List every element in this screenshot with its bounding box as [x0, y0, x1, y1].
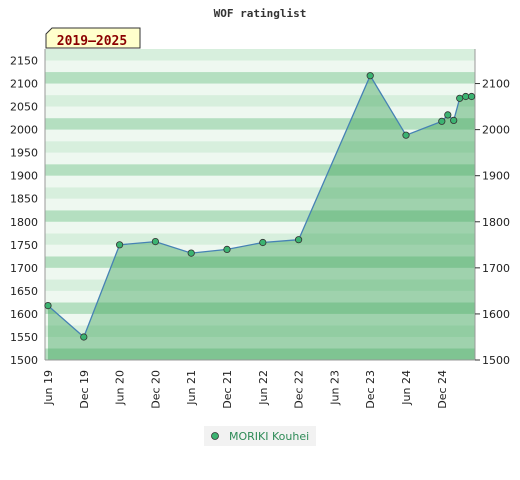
y-tick-label-left: 2000 — [10, 124, 38, 137]
y-tick-label-left: 1500 — [10, 354, 38, 367]
grid-band — [45, 348, 475, 360]
y-tick-label-right: 1700 — [482, 262, 510, 275]
grid-band — [45, 118, 475, 130]
x-tick-label: Jun 20 — [114, 370, 127, 406]
x-tick-label: Dec 21 — [221, 370, 234, 409]
y-tick-label-left: 2100 — [10, 78, 38, 91]
grid-band — [45, 244, 475, 257]
data-point — [187, 249, 195, 257]
y-tick-label-right: 2100 — [482, 78, 510, 91]
data-point — [80, 333, 88, 341]
x-tick-label: Jun 23 — [328, 370, 341, 406]
grid-band — [45, 210, 475, 222]
grid-band — [45, 290, 475, 303]
grid-band — [45, 256, 475, 268]
y-tick-label-left: 2050 — [10, 101, 38, 114]
y-tick-label-left: 1800 — [10, 216, 38, 229]
y-axis-right: 1500 1600 1700 1800 1900 2000 2100 — [475, 78, 510, 367]
y-tick-label-left: 1600 — [10, 308, 38, 321]
grid-band — [45, 60, 475, 73]
y-tick-label-right: 1600 — [482, 308, 510, 321]
data-point — [44, 301, 52, 310]
x-tick-label: Jun 21 — [185, 370, 198, 406]
data-point — [402, 131, 410, 139]
y-tick-label-left: 2150 — [10, 55, 38, 68]
period-badge: 2019–2025 — [45, 27, 141, 49]
x-tick-label: Dec 23 — [364, 370, 377, 409]
period-badge-label: 2019–2025 — [57, 34, 127, 49]
grid-band — [45, 187, 475, 199]
x-tick-label: Jun 19 — [42, 370, 55, 406]
data-point — [438, 117, 446, 125]
y-tick-label-left: 1700 — [10, 262, 38, 275]
y-tick-label-left: 1950 — [10, 147, 38, 160]
grid-band — [45, 267, 475, 280]
y-tick-label-right: 1900 — [482, 170, 510, 183]
data-point — [294, 236, 303, 244]
data-point — [450, 116, 458, 125]
y-axis-left: 1500 1550 1600 1650 1700 1750 1800 1850 1900 1950… — [10, 55, 38, 367]
grid-band — [45, 279, 475, 291]
grid-band — [45, 233, 475, 245]
data-point — [116, 241, 124, 249]
grid-band — [45, 83, 475, 96]
axes — [44, 49, 476, 361]
data-point — [151, 238, 159, 246]
data-markers — [44, 72, 476, 341]
y-tick-label-left: 1650 — [10, 285, 38, 298]
grid-band — [45, 336, 475, 349]
grid-band — [45, 325, 475, 337]
legend-box — [204, 426, 316, 446]
grid-band — [45, 95, 475, 107]
data-point — [259, 238, 267, 247]
y-tick-label-right: 2000 — [482, 124, 510, 137]
x-tick-label: Dec 22 — [293, 370, 306, 409]
y-tick-label-left: 1750 — [10, 239, 38, 252]
x-tick-label: Jun 22 — [257, 370, 270, 406]
grid-band — [45, 313, 475, 326]
legend-marker — [211, 432, 219, 440]
data-point — [467, 92, 476, 101]
y-tick-label-right: 1500 — [482, 354, 510, 367]
y-tick-label-left: 1900 — [10, 170, 38, 183]
x-tick-label: Jun 24 — [400, 370, 413, 406]
y-tick-label-left: 1850 — [10, 193, 38, 206]
grid-band — [45, 221, 475, 234]
grid-band — [45, 164, 475, 176]
chart-title: WOF ratinglist — [214, 7, 307, 20]
legend: MORIKI Kouhei — [204, 426, 316, 446]
grid-band — [45, 106, 475, 119]
x-tick-label: Dec 24 — [436, 370, 449, 409]
grid-band — [45, 175, 475, 188]
grid-band — [45, 152, 475, 165]
plot-background — [45, 49, 475, 360]
x-axis: Jun 19 Dec 19 Jun 20 Dec 20 Jun 21 Dec 21 Jun … — [42, 370, 449, 409]
grid-band — [45, 302, 475, 314]
y-tick-label-right: 1800 — [482, 216, 510, 229]
grid-band — [45, 72, 475, 84]
y-tick-label-left: 1550 — [10, 331, 38, 344]
data-point — [223, 245, 231, 253]
legend-label: MORIKI Kouhei — [229, 430, 309, 443]
data-point — [456, 94, 464, 102]
data-point — [366, 72, 374, 80]
x-tick-label: Dec 20 — [149, 370, 162, 409]
grid-band — [45, 129, 475, 142]
grid-band — [45, 198, 475, 211]
grid-band — [45, 49, 475, 61]
x-tick-label: Dec 19 — [78, 370, 91, 409]
data-point — [444, 111, 452, 119]
grid-band — [45, 141, 475, 153]
series-area — [48, 75, 475, 360]
data-point — [462, 92, 470, 101]
